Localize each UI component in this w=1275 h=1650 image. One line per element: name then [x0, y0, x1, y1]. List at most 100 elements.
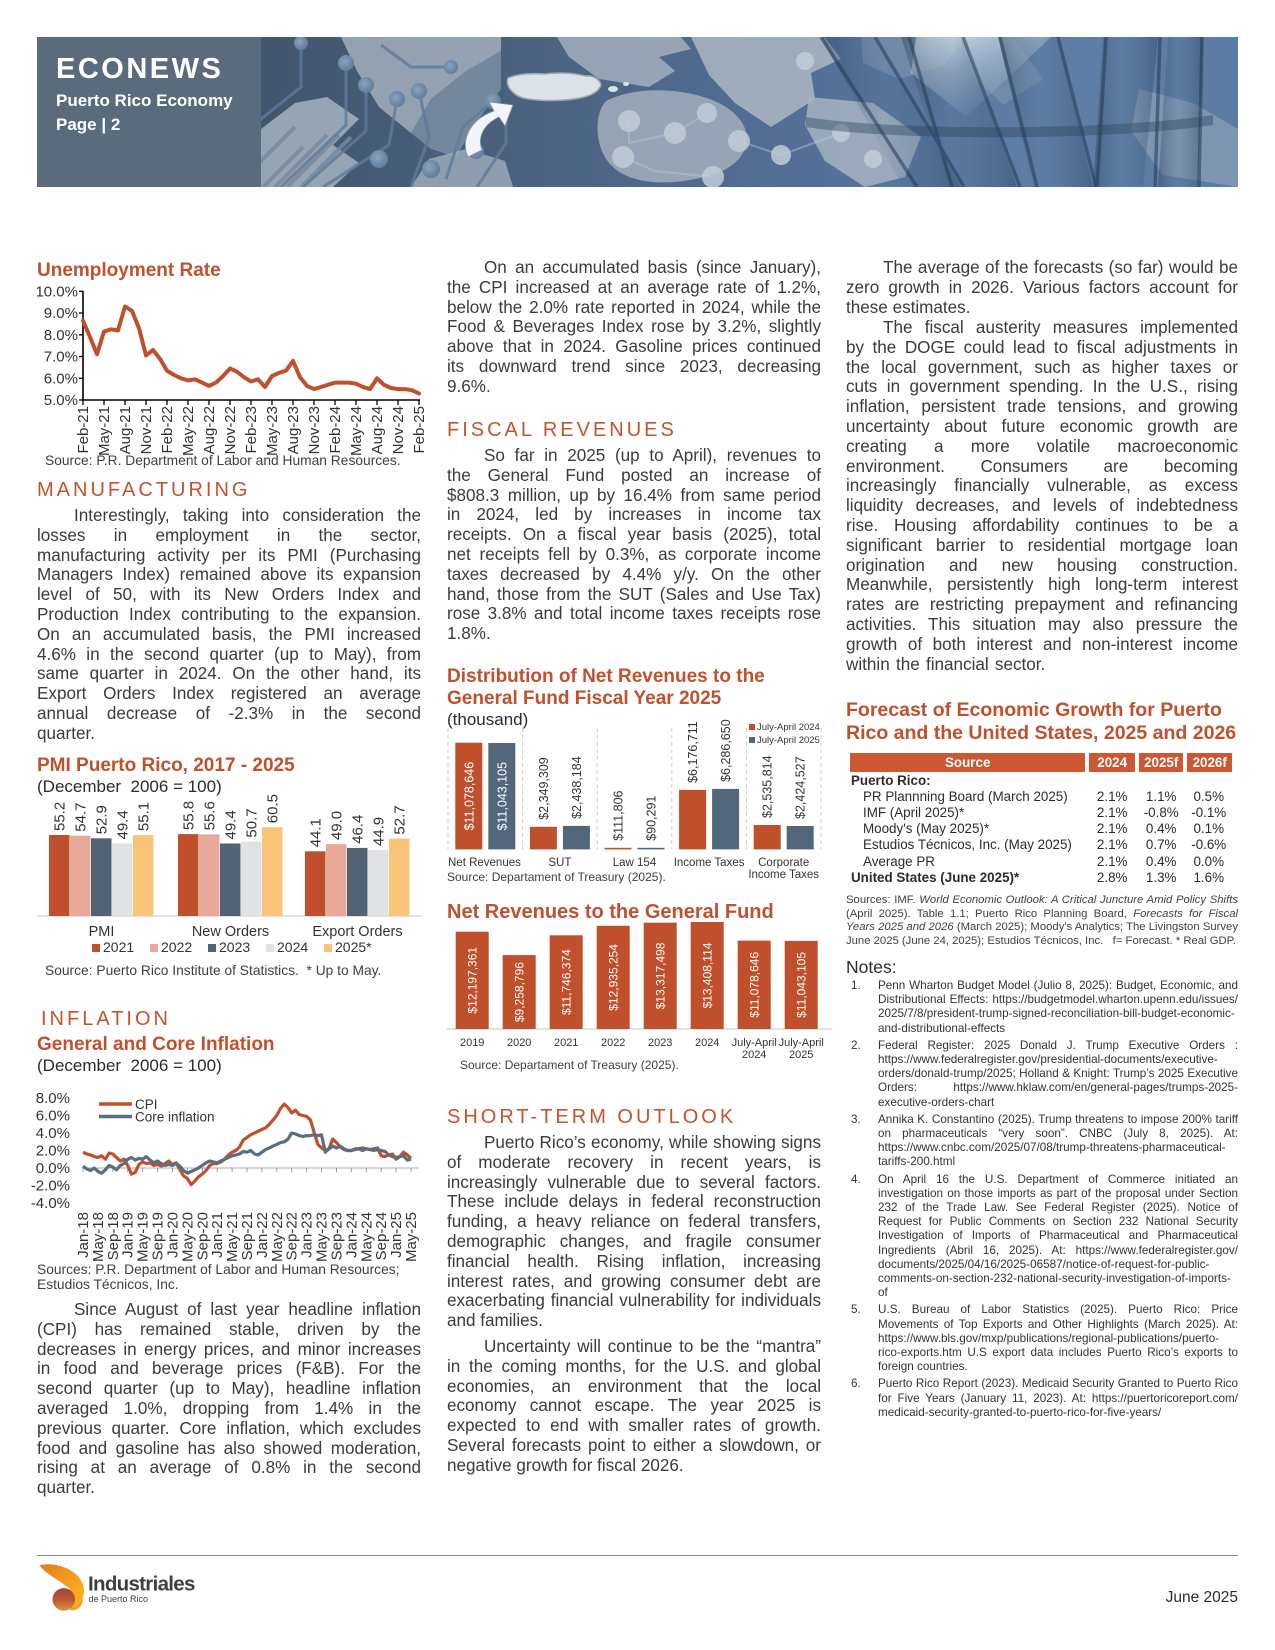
svg-text:55.8: 55.8 — [181, 801, 198, 830]
svg-text:2025*: 2025* — [335, 939, 372, 955]
svg-text:Corporate: Corporate — [758, 857, 809, 869]
svg-text:Jan-18: Jan-18 — [75, 1212, 92, 1258]
svg-text:44.9: 44.9 — [371, 817, 388, 846]
svg-text:Income Taxes: Income Taxes — [674, 857, 745, 869]
svg-text:May-21: May-21 — [96, 406, 113, 456]
svg-text:6.0%: 6.0% — [44, 370, 78, 387]
svg-text:May-22: May-22 — [269, 1212, 286, 1262]
svg-text:$2,349,309: $2,349,309 — [537, 757, 551, 820]
svg-text:CPI: CPI — [135, 1097, 158, 1112]
svg-text:May-23: May-23 — [314, 1212, 331, 1262]
svg-text:July-April: July-April — [779, 1037, 824, 1049]
svg-text:Law 154: Law 154 — [613, 857, 657, 869]
svg-text:7.0%: 7.0% — [44, 349, 78, 366]
svg-text:Jan-21: Jan-21 — [209, 1212, 226, 1258]
svg-text:54.7: 54.7 — [73, 802, 90, 831]
svg-text:Sep-18: Sep-18 — [105, 1212, 122, 1260]
svg-text:May-24: May-24 — [358, 1212, 375, 1262]
svg-text:2.0%: 2.0% — [36, 1143, 70, 1160]
svg-text:Jan-19: Jan-19 — [120, 1212, 137, 1258]
svg-text:Jan-20: Jan-20 — [165, 1212, 182, 1258]
svg-text:Jan-22: Jan-22 — [254, 1212, 271, 1258]
svg-text:$9,258,796: $9,258,796 — [513, 962, 527, 1022]
svg-text:2025: 2025 — [789, 1049, 813, 1061]
svg-text:Aug-21: Aug-21 — [117, 406, 134, 454]
svg-text:July-April 2024: July-April 2024 — [757, 722, 820, 733]
svg-text:55.6: 55.6 — [202, 801, 219, 830]
svg-text:May-23: May-23 — [264, 406, 281, 456]
svg-text:50.7: 50.7 — [244, 808, 261, 837]
svg-text:New Orders: New Orders — [192, 924, 269, 940]
svg-text:55.1: 55.1 — [136, 802, 153, 831]
svg-text:Nov-24: Nov-24 — [390, 406, 407, 454]
svg-text:2022: 2022 — [161, 939, 192, 955]
svg-text:Nov-21: Nov-21 — [138, 406, 155, 454]
svg-text:9.0%: 9.0% — [44, 305, 78, 322]
svg-text:May-18: May-18 — [90, 1212, 107, 1262]
svg-text:$11,078,646: $11,078,646 — [462, 762, 476, 831]
svg-text:$11,746,374: $11,746,374 — [560, 949, 574, 1015]
svg-text:Aug-22: Aug-22 — [201, 406, 218, 454]
svg-text:Net Revenues: Net Revenues — [448, 857, 521, 869]
svg-text:Sep-23: Sep-23 — [329, 1212, 346, 1260]
svg-text:52.9: 52.9 — [94, 805, 111, 834]
svg-text:4.0%: 4.0% — [36, 1125, 70, 1142]
svg-text:2024: 2024 — [277, 939, 308, 955]
svg-text:$11,043,105: $11,043,105 — [495, 762, 509, 831]
svg-text:$12,197,361: $12,197,361 — [466, 947, 480, 1014]
svg-text:May-24: May-24 — [348, 406, 365, 456]
svg-text:Feb-21: Feb-21 — [75, 406, 92, 454]
svg-text:55.2: 55.2 — [52, 802, 69, 831]
svg-text:Feb-24: Feb-24 — [327, 406, 344, 454]
svg-text:-2.0%: -2.0% — [31, 1178, 70, 1195]
svg-text:$6,286,650: $6,286,650 — [719, 719, 733, 782]
svg-text:Export Orders: Export Orders — [312, 924, 402, 940]
svg-text:49.4: 49.4 — [115, 810, 132, 839]
svg-text:2021: 2021 — [103, 939, 134, 955]
svg-text:May-19: May-19 — [135, 1212, 152, 1262]
svg-text:Feb-25: Feb-25 — [411, 406, 427, 454]
svg-text:Sep-24: Sep-24 — [373, 1212, 390, 1260]
svg-text:July-April: July-April — [732, 1037, 777, 1049]
svg-text:2023: 2023 — [219, 939, 250, 955]
svg-text:May-22: May-22 — [180, 406, 197, 456]
svg-text:Sep-20: Sep-20 — [194, 1212, 211, 1260]
svg-text:May-25: May-25 — [403, 1212, 420, 1262]
svg-text:$6,176,711: $6,176,711 — [686, 721, 700, 783]
svg-text:46.4: 46.4 — [350, 815, 367, 844]
svg-text:Nov-23: Nov-23 — [306, 406, 323, 454]
svg-text:Sep-19: Sep-19 — [150, 1212, 167, 1260]
svg-text:Sep-21: Sep-21 — [239, 1212, 256, 1260]
svg-text:$12,935,254: $12,935,254 — [607, 944, 621, 1011]
svg-text:Income Taxes: Income Taxes — [748, 869, 819, 881]
svg-text:$2,424,527: $2,424,527 — [794, 756, 808, 819]
svg-text:May-21: May-21 — [224, 1212, 241, 1262]
svg-text:2019: 2019 — [460, 1037, 484, 1049]
svg-text:Jan-23: Jan-23 — [299, 1212, 316, 1258]
svg-text:$13,408,114: $13,408,114 — [701, 942, 715, 1008]
svg-text:Industriales: Industriales — [88, 1573, 195, 1596]
svg-text:Aug-24: Aug-24 — [369, 406, 386, 454]
svg-text:49.4: 49.4 — [223, 810, 240, 839]
svg-text:Jan-24: Jan-24 — [343, 1212, 360, 1258]
svg-text:Sep-22: Sep-22 — [284, 1212, 301, 1260]
svg-text:0.0%: 0.0% — [36, 1160, 70, 1177]
svg-text:Aug-23: Aug-23 — [285, 406, 302, 454]
svg-text:Jan-25: Jan-25 — [388, 1212, 405, 1258]
svg-text:2023: 2023 — [648, 1037, 672, 1049]
svg-text:5.0%: 5.0% — [44, 392, 78, 409]
svg-text:2020: 2020 — [507, 1037, 531, 1049]
svg-text:2024: 2024 — [695, 1037, 719, 1049]
svg-text:$2,535,814: $2,535,814 — [761, 755, 775, 818]
svg-text:July-April 2025: July-April 2025 — [757, 735, 820, 746]
svg-text:$13,317,498: $13,317,498 — [654, 942, 668, 1009]
svg-text:SUT: SUT — [548, 857, 571, 869]
svg-text:$11,043,105: $11,043,105 — [795, 952, 809, 1018]
svg-text:8.0%: 8.0% — [44, 327, 78, 344]
svg-text:6.0%: 6.0% — [36, 1108, 70, 1125]
svg-text:$111,806: $111,806 — [612, 790, 626, 840]
svg-text:2024: 2024 — [742, 1049, 766, 1061]
svg-text:$2,438,184: $2,438,184 — [570, 756, 584, 819]
svg-text:Nov-22: Nov-22 — [222, 406, 239, 454]
svg-text:Core inflation: Core inflation — [135, 1110, 215, 1125]
